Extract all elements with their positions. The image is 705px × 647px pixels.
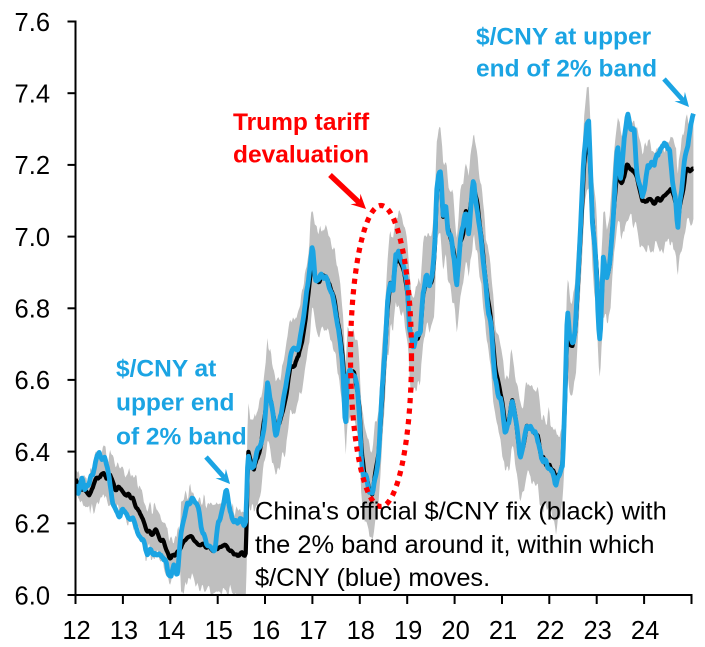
svg-text:23: 23 — [584, 617, 612, 645]
svg-text:17: 17 — [299, 617, 327, 645]
svg-text:China's official $/CNY fix (bl: China's official $/CNY fix (black) with — [255, 498, 667, 526]
svg-text:21: 21 — [489, 617, 517, 645]
svg-text:6.2: 6.2 — [15, 511, 50, 539]
svg-text:$/CNY at upper: $/CNY at upper — [476, 24, 652, 51]
svg-text:$/CNY at: $/CNY at — [116, 356, 216, 383]
svg-text:24: 24 — [631, 617, 659, 645]
svg-text:19: 19 — [394, 617, 422, 645]
svg-text:6.0: 6.0 — [15, 582, 50, 610]
svg-text:13: 13 — [110, 617, 138, 645]
svg-text:12: 12 — [62, 617, 90, 645]
svg-text:22: 22 — [536, 617, 564, 645]
svg-text:upper end: upper end — [116, 390, 234, 417]
svg-text:6.8: 6.8 — [15, 296, 50, 324]
svg-text:6.6: 6.6 — [15, 367, 50, 395]
svg-text:7.0: 7.0 — [15, 224, 50, 252]
svg-text:$/CNY (blue) moves.: $/CNY (blue) moves. — [255, 564, 490, 592]
svg-text:14: 14 — [157, 617, 185, 645]
svg-text:Trump tariff: Trump tariff — [233, 109, 370, 136]
svg-text:6.4: 6.4 — [15, 439, 50, 467]
svg-text:devaluation: devaluation — [233, 141, 369, 168]
svg-text:end of 2% band: end of 2% band — [476, 56, 657, 83]
svg-text:20: 20 — [441, 617, 469, 645]
svg-text:16: 16 — [252, 617, 280, 645]
svg-text:of 2% band: of 2% band — [116, 424, 247, 451]
svg-text:18: 18 — [347, 617, 375, 645]
svg-text:7.4: 7.4 — [15, 81, 50, 109]
svg-text:7.2: 7.2 — [15, 152, 50, 180]
svg-text:15: 15 — [205, 617, 233, 645]
svg-text:7.6: 7.6 — [15, 9, 50, 37]
svg-text:the 2% band around it, within: the 2% band around it, within which — [255, 531, 654, 559]
